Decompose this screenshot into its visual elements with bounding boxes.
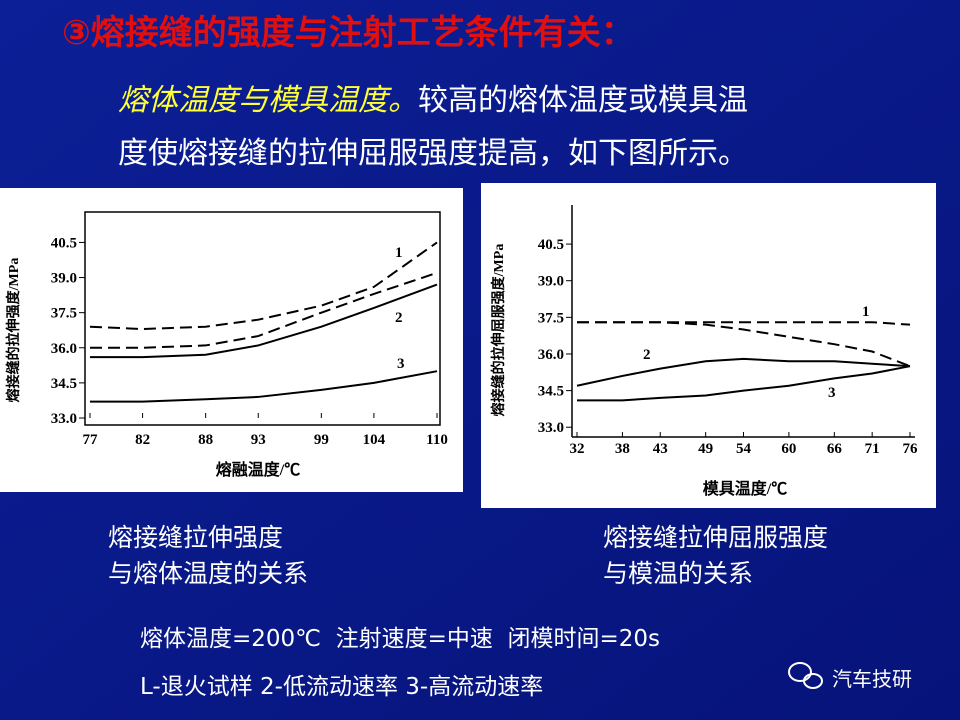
y-axis-title: 熔接缝的拉伸屈服强度/MPa [490,244,507,417]
x-tick-label: 71 [865,441,880,457]
x-tick-label: 76 [903,441,919,457]
caption: 熔接缝拉伸屈服强度 [603,523,828,552]
y-tick-label: 36.0 [51,341,77,357]
series-label: 2 [643,347,651,363]
lead-text: 较高的熔体温度或模具温 [418,83,748,118]
legend-note: L-退火试样 2-低流动速率 3-高流动速率 [140,674,543,700]
y-tick-label: 39.0 [51,271,77,287]
y-tick-label: 37.5 [538,310,564,326]
plot-frame [84,211,441,426]
data-line [576,357,911,387]
y-tick-label: 37.5 [51,306,77,322]
watermark-icon [788,662,823,689]
x-tick-label: 88 [198,432,213,448]
x-tick-label: 99 [314,432,329,448]
slide-title: ③熔接缝的强度与注射工艺条件有关： [62,13,635,53]
y-axis-title: 熔接缝的拉伸强度/MPa [5,258,22,403]
y-tick-label: 40.5 [51,235,77,251]
x-tick-label: 32 [570,441,585,457]
chart-panel [481,183,936,508]
y-tick-label: 33.0 [538,420,564,436]
caption: 熔接缝拉伸强度 [108,523,283,552]
x-tick-label: 66 [827,441,843,457]
x-tick-label: 49 [698,441,713,457]
data-line [89,241,438,331]
caption: 与模温的关系 [603,559,753,588]
data-line [90,283,438,359]
data-line [577,365,911,402]
y-tick-label: 40.5 [538,237,564,253]
y-tick-label: 39.0 [538,274,564,290]
series-label: 2 [395,310,403,326]
y-tick-label: 34.5 [51,376,77,392]
x-axis-title: 熔融温度/℃ [216,460,300,479]
x-tick-label: 82 [135,432,150,448]
x-tick-label: 38 [615,441,630,457]
caption: 与熔体温度的关系 [108,559,308,588]
x-tick-label: 104 [363,432,386,448]
chart: 33.034.536.037.539.040.532 38 43 49 54 60 66 71… [490,205,918,498]
x-tick-label: 54 [736,441,752,457]
x-axis-title: 模具温度/℃ [703,479,787,498]
data-line [577,321,911,368]
series-label: 1 [395,245,403,261]
lead-line: 度使熔接缝的拉伸屈服强度提高，如下图所示。 [118,136,748,171]
y-tick-label: 34.5 [538,384,564,400]
chart: 33.0 34.5 36.0 37.5 39.0 40.5 77 82 88 93 99 104 110… [5,211,448,479]
y-tick-label: 33.0 [51,411,77,427]
data-line [90,271,438,349]
series-label: 1 [862,304,870,320]
chart-panel [0,188,463,492]
x-tick-label: 93 [251,432,266,448]
y-tick-label: 36.0 [538,347,564,363]
x-tick-label: 110 [426,432,448,448]
data-line [90,370,438,403]
x-tick-label: 43 [653,441,668,457]
x-tick-label: 77 [83,432,99,448]
lead-line: 熔体温度与模具温度。较高的熔体温度或模具温 [118,83,748,118]
lead-emphasis: 熔体温度与模具温度。 [118,83,418,118]
series-label: 3 [397,356,405,372]
watermark: 汽车技研 [832,667,912,691]
conditions: 熔体温度=200℃ 注射速度=中速 闭模时间=20s [140,626,660,652]
x-tick-label: 60 [781,441,796,457]
series-label: 3 [828,385,836,401]
